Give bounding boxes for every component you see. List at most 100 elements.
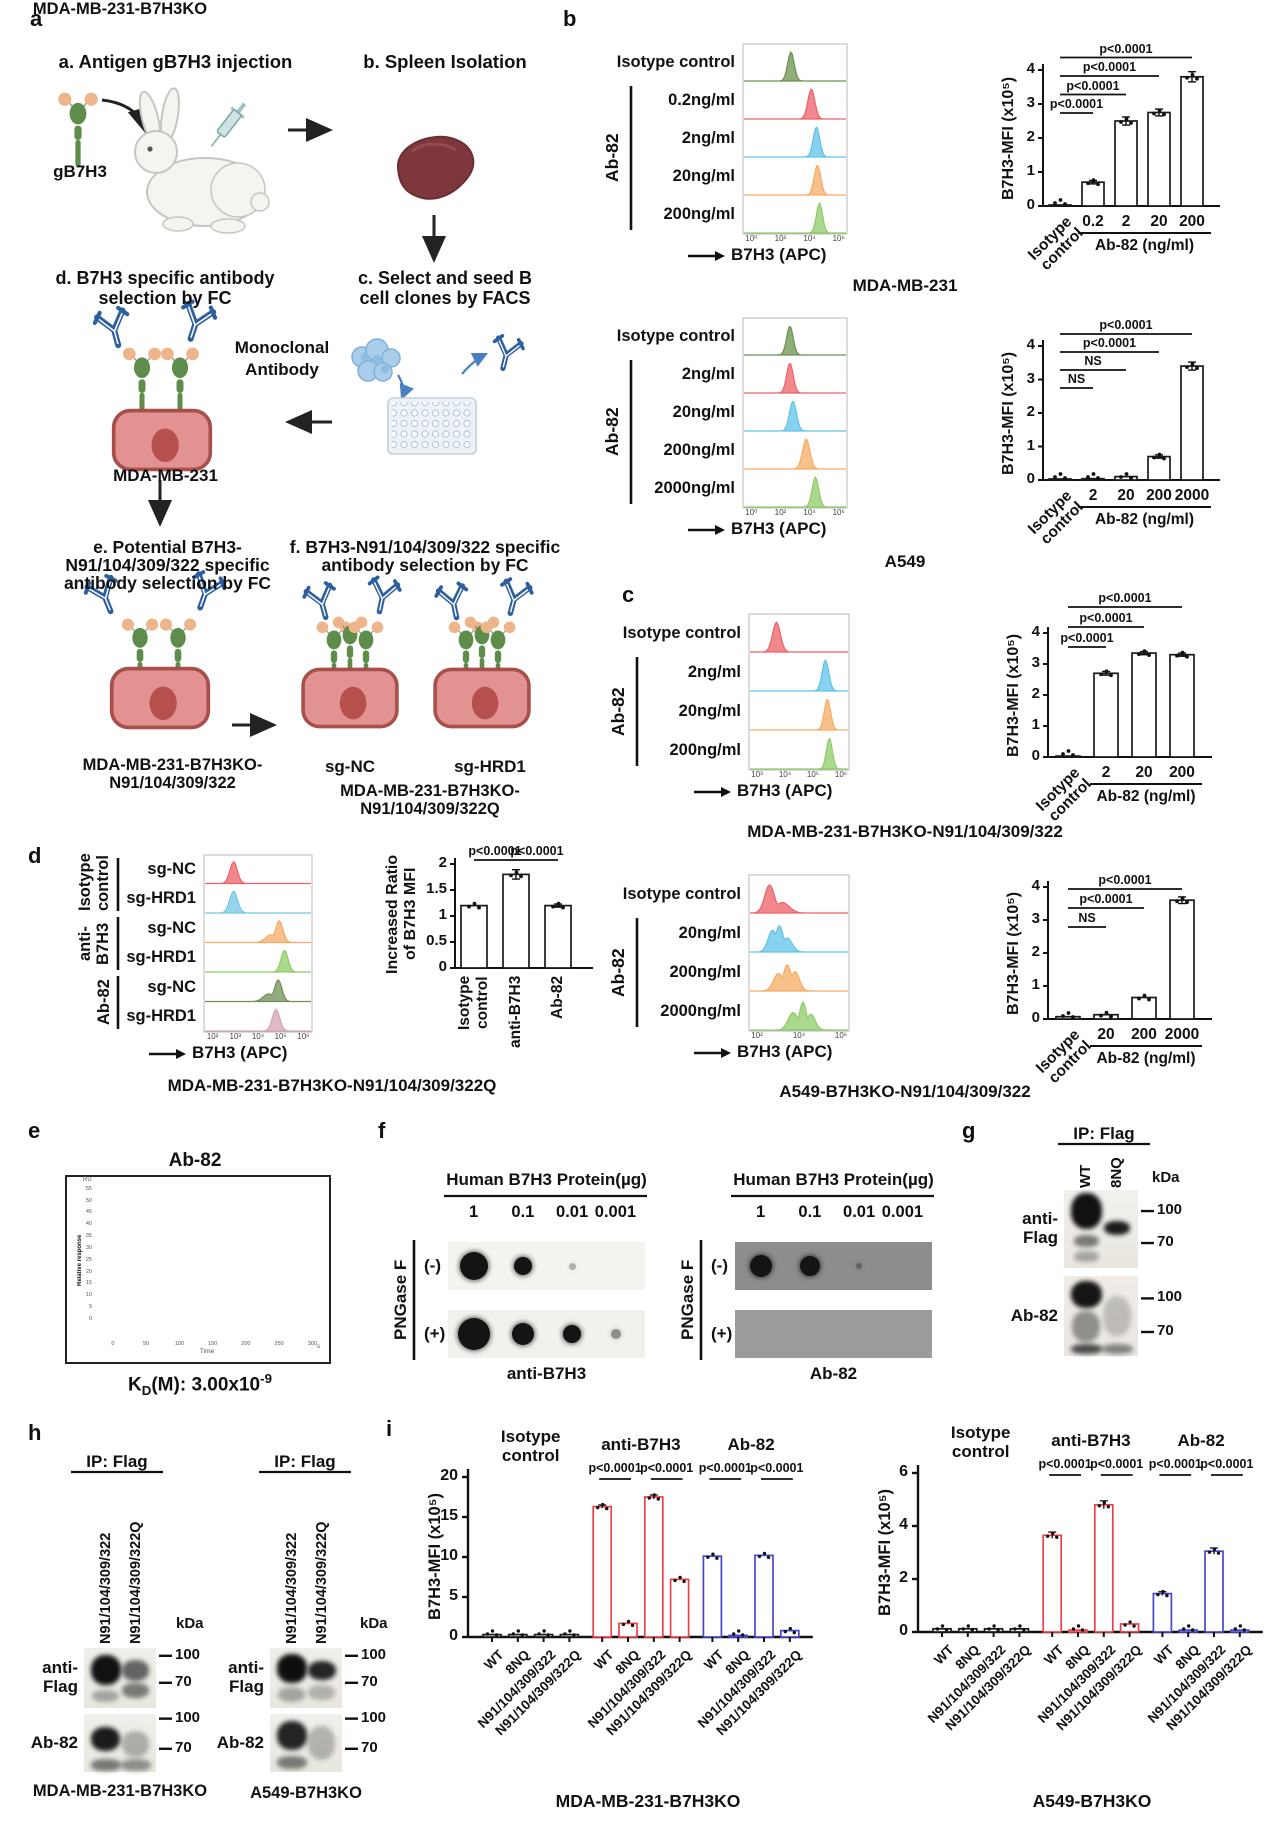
panel-label-e: e bbox=[28, 1118, 41, 1143]
cell-label-f-1: MDA-MB-231-B7H3KO- bbox=[340, 782, 520, 800]
bigbar-group-header: anti-B7H3 bbox=[1051, 1431, 1131, 1450]
step-e-title-1: e. Potential B7H3- bbox=[93, 537, 242, 557]
cell-label-e-2: N91/104/309/322 bbox=[109, 774, 236, 792]
spr-xtick: 0 bbox=[111, 1341, 115, 1347]
antigen-label: gB7H3 bbox=[53, 162, 107, 181]
bigbar bbox=[702, 1555, 723, 1638]
dotblot-dot bbox=[563, 1325, 582, 1343]
wb-band bbox=[1103, 1296, 1132, 1336]
bar-ytick: 0.5 bbox=[426, 932, 447, 949]
histogram-curve bbox=[744, 326, 846, 356]
p-value: NS bbox=[1084, 354, 1102, 368]
bar-ytick: 2 bbox=[1031, 943, 1040, 960]
bigbar bbox=[482, 1633, 502, 1638]
spr-y-unit: RU bbox=[83, 1177, 92, 1183]
histogram-xtick: 10⁰ bbox=[745, 508, 758, 517]
bar bbox=[1048, 478, 1072, 481]
wb-marker: 100 bbox=[1157, 1201, 1183, 1219]
flow-caption: MDA-MB-231-B7H3KO-N91/104/309/322Q bbox=[167, 1076, 497, 1095]
dotblot-row-label: (+) bbox=[711, 1324, 733, 1343]
dotblot-header: Human B7H3 Protein(µg) bbox=[446, 1170, 647, 1189]
dotblot-side-label: PNGase F bbox=[391, 1259, 410, 1341]
wb-kda-label: kDa bbox=[176, 1615, 204, 1632]
bar bbox=[1131, 652, 1157, 758]
p-value: p<0.0001 bbox=[1099, 318, 1153, 332]
dotblot-strip bbox=[735, 1310, 932, 1358]
wb-band bbox=[1072, 1311, 1101, 1342]
step-d-title-2: selection by FC bbox=[98, 288, 232, 308]
wb-marker: 70 bbox=[1157, 1322, 1174, 1339]
bigbar bbox=[592, 1505, 613, 1638]
histogram-xtick: 10⁶ bbox=[834, 770, 848, 779]
bigbar-ytick: 4 bbox=[899, 1516, 908, 1533]
panel-label-d: d bbox=[28, 843, 42, 868]
histogram-curve bbox=[750, 737, 848, 770]
bar bbox=[1114, 475, 1138, 481]
spr-ytick: 30 bbox=[85, 1244, 92, 1251]
bar bbox=[1093, 672, 1119, 758]
bar bbox=[1169, 653, 1195, 758]
panel-label-a: a bbox=[30, 6, 43, 31]
wb-lane-label: N91/104/309/322Q bbox=[127, 1521, 144, 1644]
histogram-curve bbox=[744, 88, 846, 120]
bar bbox=[460, 904, 488, 969]
p-value: p<0.0001 bbox=[1098, 591, 1152, 605]
histogram-row-label: 2000ng/ml bbox=[660, 1001, 741, 1020]
histogram-xtick: 10⁴ bbox=[251, 1032, 265, 1041]
wb-kda-label: kDa bbox=[360, 1615, 388, 1632]
histogram-curve bbox=[750, 1001, 848, 1031]
bar bbox=[1048, 204, 1072, 207]
arrow-cells-to-antibody bbox=[461, 353, 488, 375]
wb-marker: 70 bbox=[361, 1672, 378, 1690]
bar bbox=[1169, 899, 1195, 1020]
bar bbox=[1081, 477, 1105, 481]
bar-ylabel: B7H3-MFI (x10⁵) bbox=[1005, 891, 1022, 1015]
wb-lane-label: N91/104/309/322 bbox=[283, 1532, 300, 1644]
bar-xcat-num: 2 bbox=[1088, 487, 1098, 504]
bigbar-ytick: 0 bbox=[449, 1627, 458, 1644]
flow-axis-label: B7H3 (APC) bbox=[731, 245, 827, 264]
dotblot-col-label: 0.01 bbox=[556, 1203, 589, 1221]
dotblot-col-label: 0.001 bbox=[594, 1203, 637, 1221]
bar-xcat-num: 20 bbox=[1150, 213, 1168, 230]
bar-ytick: 1 bbox=[438, 906, 447, 923]
step-a-title: a. Antigen gB7H3 injection bbox=[58, 51, 293, 72]
spr-kd: KD(M): 3.00x10-9 bbox=[128, 1371, 272, 1399]
wb-blot-label: anti- Flag bbox=[1022, 1209, 1058, 1248]
histogram-xtick: 10⁴ bbox=[803, 234, 816, 243]
bar-ytick: 4 bbox=[1026, 336, 1035, 353]
spr-ytick: 40 bbox=[85, 1221, 92, 1228]
dotblot-row-label: (-) bbox=[711, 1256, 728, 1275]
histogram-group-label: anti- B7H3 bbox=[76, 922, 112, 965]
bigbar-ytick: 20 bbox=[440, 1467, 458, 1484]
wb-band bbox=[276, 1721, 307, 1750]
bar-ytick: 3 bbox=[1026, 94, 1035, 111]
cell-label-f-2: N91/104/309/322Q bbox=[360, 800, 500, 818]
histogram-row-label: 2ng/ml bbox=[681, 365, 735, 383]
bar-ytick: 2 bbox=[1026, 128, 1035, 145]
dotblot-caption: anti-B7H3 bbox=[506, 1364, 587, 1383]
bar bbox=[1081, 181, 1105, 207]
wb-lane-label: 8NQ bbox=[1108, 1157, 1126, 1188]
histogram-curve bbox=[750, 658, 848, 692]
bigbar-group-header: anti-B7H3 bbox=[601, 1435, 681, 1454]
histogram-xtick: 10⁰ bbox=[745, 234, 758, 243]
spr-ytick: 20 bbox=[85, 1268, 92, 1275]
histogram-curve bbox=[205, 1008, 311, 1032]
wb-marker: 70 bbox=[175, 1672, 192, 1690]
bar-ytick: 1 bbox=[1026, 162, 1035, 179]
flow-axis-label: B7H3 (APC) bbox=[737, 1042, 833, 1061]
bar-ytick: 0 bbox=[1026, 470, 1035, 487]
dotblot-col-label: 0.01 bbox=[843, 1203, 876, 1221]
bar-ytick: 3 bbox=[1026, 369, 1035, 387]
dotblot-dot bbox=[457, 1318, 490, 1350]
histogram-xtick: 10⁶ bbox=[832, 508, 845, 517]
bar-xcat-vertical: anti-B7H3 bbox=[507, 976, 524, 1049]
spr-ytick: 0 bbox=[88, 1315, 92, 1322]
wb-blot-label: Ab-82 bbox=[1010, 1306, 1058, 1325]
dotblot-dot bbox=[568, 1262, 576, 1270]
cell-label-mda: MDA-MB-231 bbox=[113, 466, 218, 485]
histogram-row-label: sg-NC bbox=[147, 977, 196, 996]
wb-caption: A549-B7H3KO bbox=[250, 1784, 362, 1802]
wb-band bbox=[92, 1690, 120, 1702]
